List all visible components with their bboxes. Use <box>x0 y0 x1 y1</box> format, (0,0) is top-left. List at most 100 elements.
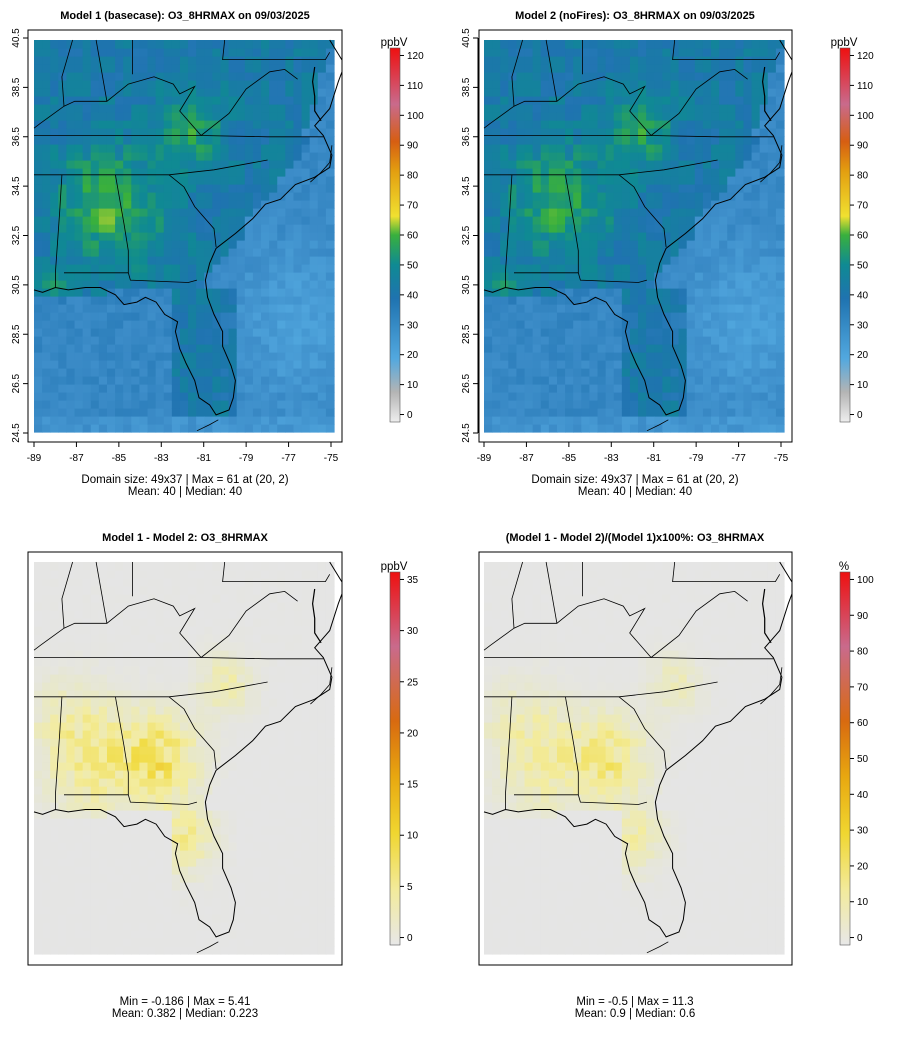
heatmap-cell <box>155 184 165 193</box>
heatmap-cell <box>155 602 165 611</box>
heatmap-cell <box>74 754 84 763</box>
heatmap-cell <box>261 80 270 89</box>
heatmap-cell <box>74 786 84 795</box>
heatmap-cell <box>139 168 149 177</box>
heatmap-cell <box>98 352 108 361</box>
heatmap-cell <box>212 48 222 57</box>
heatmap-cell <box>670 392 680 401</box>
heatmap-cell <box>147 570 157 579</box>
heatmap-cell <box>115 240 124 249</box>
heatmap-cell <box>58 216 68 225</box>
heatmap-cell <box>155 738 165 747</box>
heatmap-cell <box>277 320 286 329</box>
heatmap-cell <box>492 376 501 385</box>
heatmap-cell <box>123 578 132 587</box>
heatmap-cell <box>196 866 205 875</box>
heatmap-cell <box>261 392 270 401</box>
heatmap-cell <box>678 392 688 401</box>
heatmap-cell <box>605 280 615 289</box>
heatmap-cell <box>735 336 745 345</box>
heatmap-cell <box>139 392 149 401</box>
heatmap-cell <box>163 946 173 955</box>
heatmap-cell <box>50 416 59 425</box>
heatmap-cell <box>82 674 92 683</box>
heatmap-cell <box>589 320 599 329</box>
heatmap-cell <box>244 280 254 289</box>
heatmap-cell <box>82 690 92 699</box>
heatmap-cell <box>58 890 68 899</box>
heatmap-cell <box>613 144 623 153</box>
heatmap-cell <box>188 88 197 97</box>
heatmap-cell <box>228 192 238 201</box>
heatmap-cell <box>743 384 753 393</box>
heatmap-cell <box>34 200 43 209</box>
heatmap-cell <box>179 136 189 145</box>
heatmap-cell <box>702 408 712 417</box>
heatmap-cell <box>115 368 124 377</box>
heatmap-cell <box>163 416 173 425</box>
heatmap-cell <box>147 96 157 105</box>
heatmap-cell <box>131 650 141 659</box>
heatmap-cells <box>34 40 335 433</box>
heatmap-cell <box>293 192 303 201</box>
heatmap-cell <box>147 794 157 803</box>
heatmap-cell <box>155 408 165 417</box>
heatmap-cell <box>727 368 736 377</box>
heatmap-cell <box>621 96 631 105</box>
heatmap-cell <box>654 224 663 233</box>
heatmap-cell <box>252 224 262 233</box>
heatmap-cell <box>261 96 270 105</box>
heatmap-cell <box>220 408 230 417</box>
heatmap-cell <box>74 698 84 707</box>
heatmap-cell <box>179 224 189 233</box>
heatmap-cell <box>565 400 574 409</box>
heatmap-cell <box>269 232 278 241</box>
heatmap-cell <box>244 240 254 249</box>
heatmap-cell <box>90 794 100 803</box>
heatmap-cell <box>115 160 124 169</box>
heatmap-cell <box>74 826 84 835</box>
heatmap-cell <box>34 858 43 867</box>
heatmap-cell <box>285 336 295 345</box>
heatmap-cell <box>702 392 712 401</box>
heatmap-cell <box>261 240 270 249</box>
heatmap-cell <box>106 570 116 579</box>
heatmap-cell <box>516 344 526 353</box>
heatmap-cell <box>613 416 623 425</box>
heatmap-cell <box>654 120 663 129</box>
heatmap-cell <box>228 288 238 297</box>
heatmap-cell <box>638 224 647 233</box>
heatmap-cell <box>775 72 785 81</box>
heatmap-cell <box>565 128 574 137</box>
heatmap-cell <box>58 946 68 955</box>
heatmap-cell <box>638 248 647 257</box>
heatmap-cell <box>90 650 100 659</box>
heatmap-cell <box>139 184 149 193</box>
heatmap-cell <box>196 80 205 89</box>
heatmap-cell <box>196 682 205 691</box>
heatmap-cell <box>123 794 132 803</box>
heatmap-cell <box>50 96 59 105</box>
heatmap-cell <box>74 104 84 113</box>
heatmap-cell <box>605 376 615 385</box>
heatmap-cell <box>50 56 59 65</box>
heatmap-cell <box>285 248 295 257</box>
heatmap-cell <box>155 698 165 707</box>
heatmap-cell <box>613 120 623 129</box>
heatmap-cell <box>74 280 84 289</box>
heatmap-cell <box>719 168 728 177</box>
heatmap-cell <box>775 208 785 217</box>
heatmap-cell <box>188 40 197 49</box>
heatmap-cell <box>106 40 116 49</box>
heatmap-cell <box>638 336 647 345</box>
heatmap-cell <box>581 296 591 305</box>
heatmap-cell <box>106 714 116 723</box>
heatmap-cell <box>90 336 100 345</box>
heatmap-cell <box>139 738 149 747</box>
heatmap-cell <box>155 392 165 401</box>
heatmap-cell <box>82 578 92 587</box>
heatmap-cell <box>694 152 704 161</box>
heatmap-cell <box>155 232 165 241</box>
heatmap-cell <box>123 626 132 635</box>
heatmap-cell <box>621 104 631 113</box>
